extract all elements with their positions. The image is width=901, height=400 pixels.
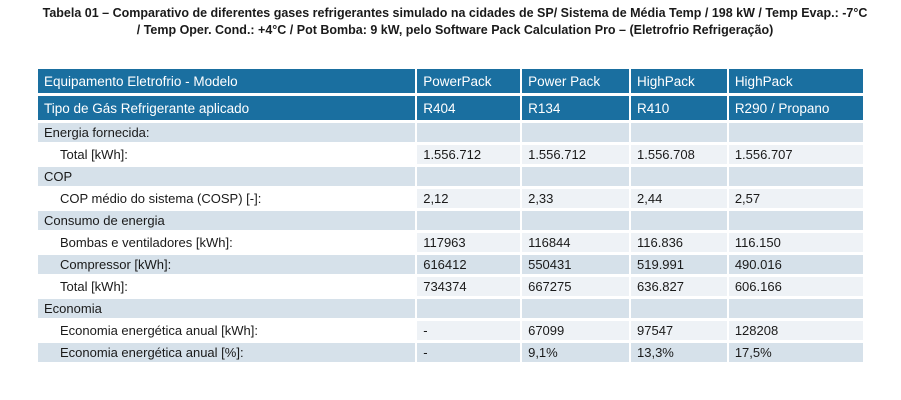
cell-value: 1.556.712 (522, 145, 629, 164)
cell-value: 734374 (417, 277, 521, 296)
cell-value: 636.827 (631, 277, 727, 296)
cell-value: 116.836 (631, 233, 727, 252)
cell-value: 519.991 (631, 255, 727, 274)
cell-value: 97547 (631, 321, 727, 340)
row-label: Total [kWh]: (38, 277, 416, 296)
table-row: Economia energética anual [%]: - 9,1% 13… (38, 343, 863, 362)
cell-value: 13,3% (631, 343, 727, 362)
row-label: Bombas e ventiladores [kWh]: (38, 233, 416, 252)
section-title: Energia fornecida: (38, 123, 416, 142)
row-label: Total [kWh]: (38, 145, 416, 164)
header-gas-4: R290 / Propano (728, 96, 863, 120)
cell-value: 616412 (417, 255, 521, 274)
cell-value: - (417, 321, 521, 340)
cell-value: 116844 (522, 233, 629, 252)
cell-value: 2,57 (728, 189, 863, 208)
cell-value: 1.556.708 (631, 145, 727, 164)
cell-value: 9,1% (522, 343, 629, 362)
header-gas-1: R404 (417, 96, 521, 120)
table-row: COP médio do sistema (COSP) [-]: 2,12 2,… (38, 189, 863, 208)
cell-value: 667275 (522, 277, 629, 296)
header-gas-3: R410 (631, 96, 727, 120)
row-label: Economia energética anual [kWh]: (38, 321, 416, 340)
table-row: Total [kWh]: 1.556.712 1.556.712 1.556.7… (38, 145, 863, 164)
cell-value: 1.556.712 (417, 145, 521, 164)
cell-value: 2,44 (631, 189, 727, 208)
cell-value: 1.556.707 (728, 145, 863, 164)
header-model-1: PowerPack (417, 69, 521, 93)
table-row: Compressor [kWh]: 616412 550431 519.991 … (38, 255, 863, 274)
table-row: Total [kWh]: 734374 667275 636.827 606.1… (38, 277, 863, 296)
caption-line-1: Tabela 01 – Comparativo de diferentes ga… (42, 6, 868, 20)
header-model-2: Power Pack (522, 69, 629, 93)
section-row: Consumo de energia (38, 211, 863, 230)
header-model-4: HighPack (728, 69, 863, 93)
row-label: Compressor [kWh]: (38, 255, 416, 274)
cell-value: 128208 (728, 321, 863, 340)
header-gas-2: R134 (522, 96, 629, 120)
cell-value: 17,5% (728, 343, 863, 362)
table-row: Bombas e ventiladores [kWh]: 117963 1168… (38, 233, 863, 252)
header-equipment-label: Equipamento Eletrofrio - Modelo (38, 69, 416, 93)
section-title: COP (38, 167, 416, 186)
section-row: Economia (38, 299, 863, 318)
cell-value: 2,12 (417, 189, 521, 208)
table-caption: Tabela 01 – Comparativo de diferentes ga… (30, 5, 880, 39)
comparison-table: Equipamento Eletrofrio - Modelo PowerPac… (36, 66, 865, 365)
row-label: Economia energética anual [%]: (38, 343, 416, 362)
header-row-models: Equipamento Eletrofrio - Modelo PowerPac… (38, 69, 863, 93)
cell-value: 490.016 (728, 255, 863, 274)
row-label: COP médio do sistema (COSP) [-]: (38, 189, 416, 208)
cell-value: 116.150 (728, 233, 863, 252)
section-title: Consumo de energia (38, 211, 416, 230)
caption-line-2: / Temp Oper. Cond.: +4°C / Pot Bomba: 9 … (136, 23, 774, 37)
cell-value: 2,33 (522, 189, 629, 208)
cell-value: 606.166 (728, 277, 863, 296)
section-title: Economia (38, 299, 416, 318)
table-row: Economia energética anual [kWh]: - 67099… (38, 321, 863, 340)
cell-value: 67099 (522, 321, 629, 340)
header-gas-label: Tipo de Gás Refrigerante aplicado (38, 96, 416, 120)
header-row-gases: Tipo de Gás Refrigerante aplicado R404 R… (38, 96, 863, 120)
section-row: Energia fornecida: (38, 123, 863, 142)
cell-value: 550431 (522, 255, 629, 274)
cell-value: - (417, 343, 521, 362)
section-row: COP (38, 167, 863, 186)
cell-value: 117963 (417, 233, 521, 252)
header-model-3: HighPack (631, 69, 727, 93)
